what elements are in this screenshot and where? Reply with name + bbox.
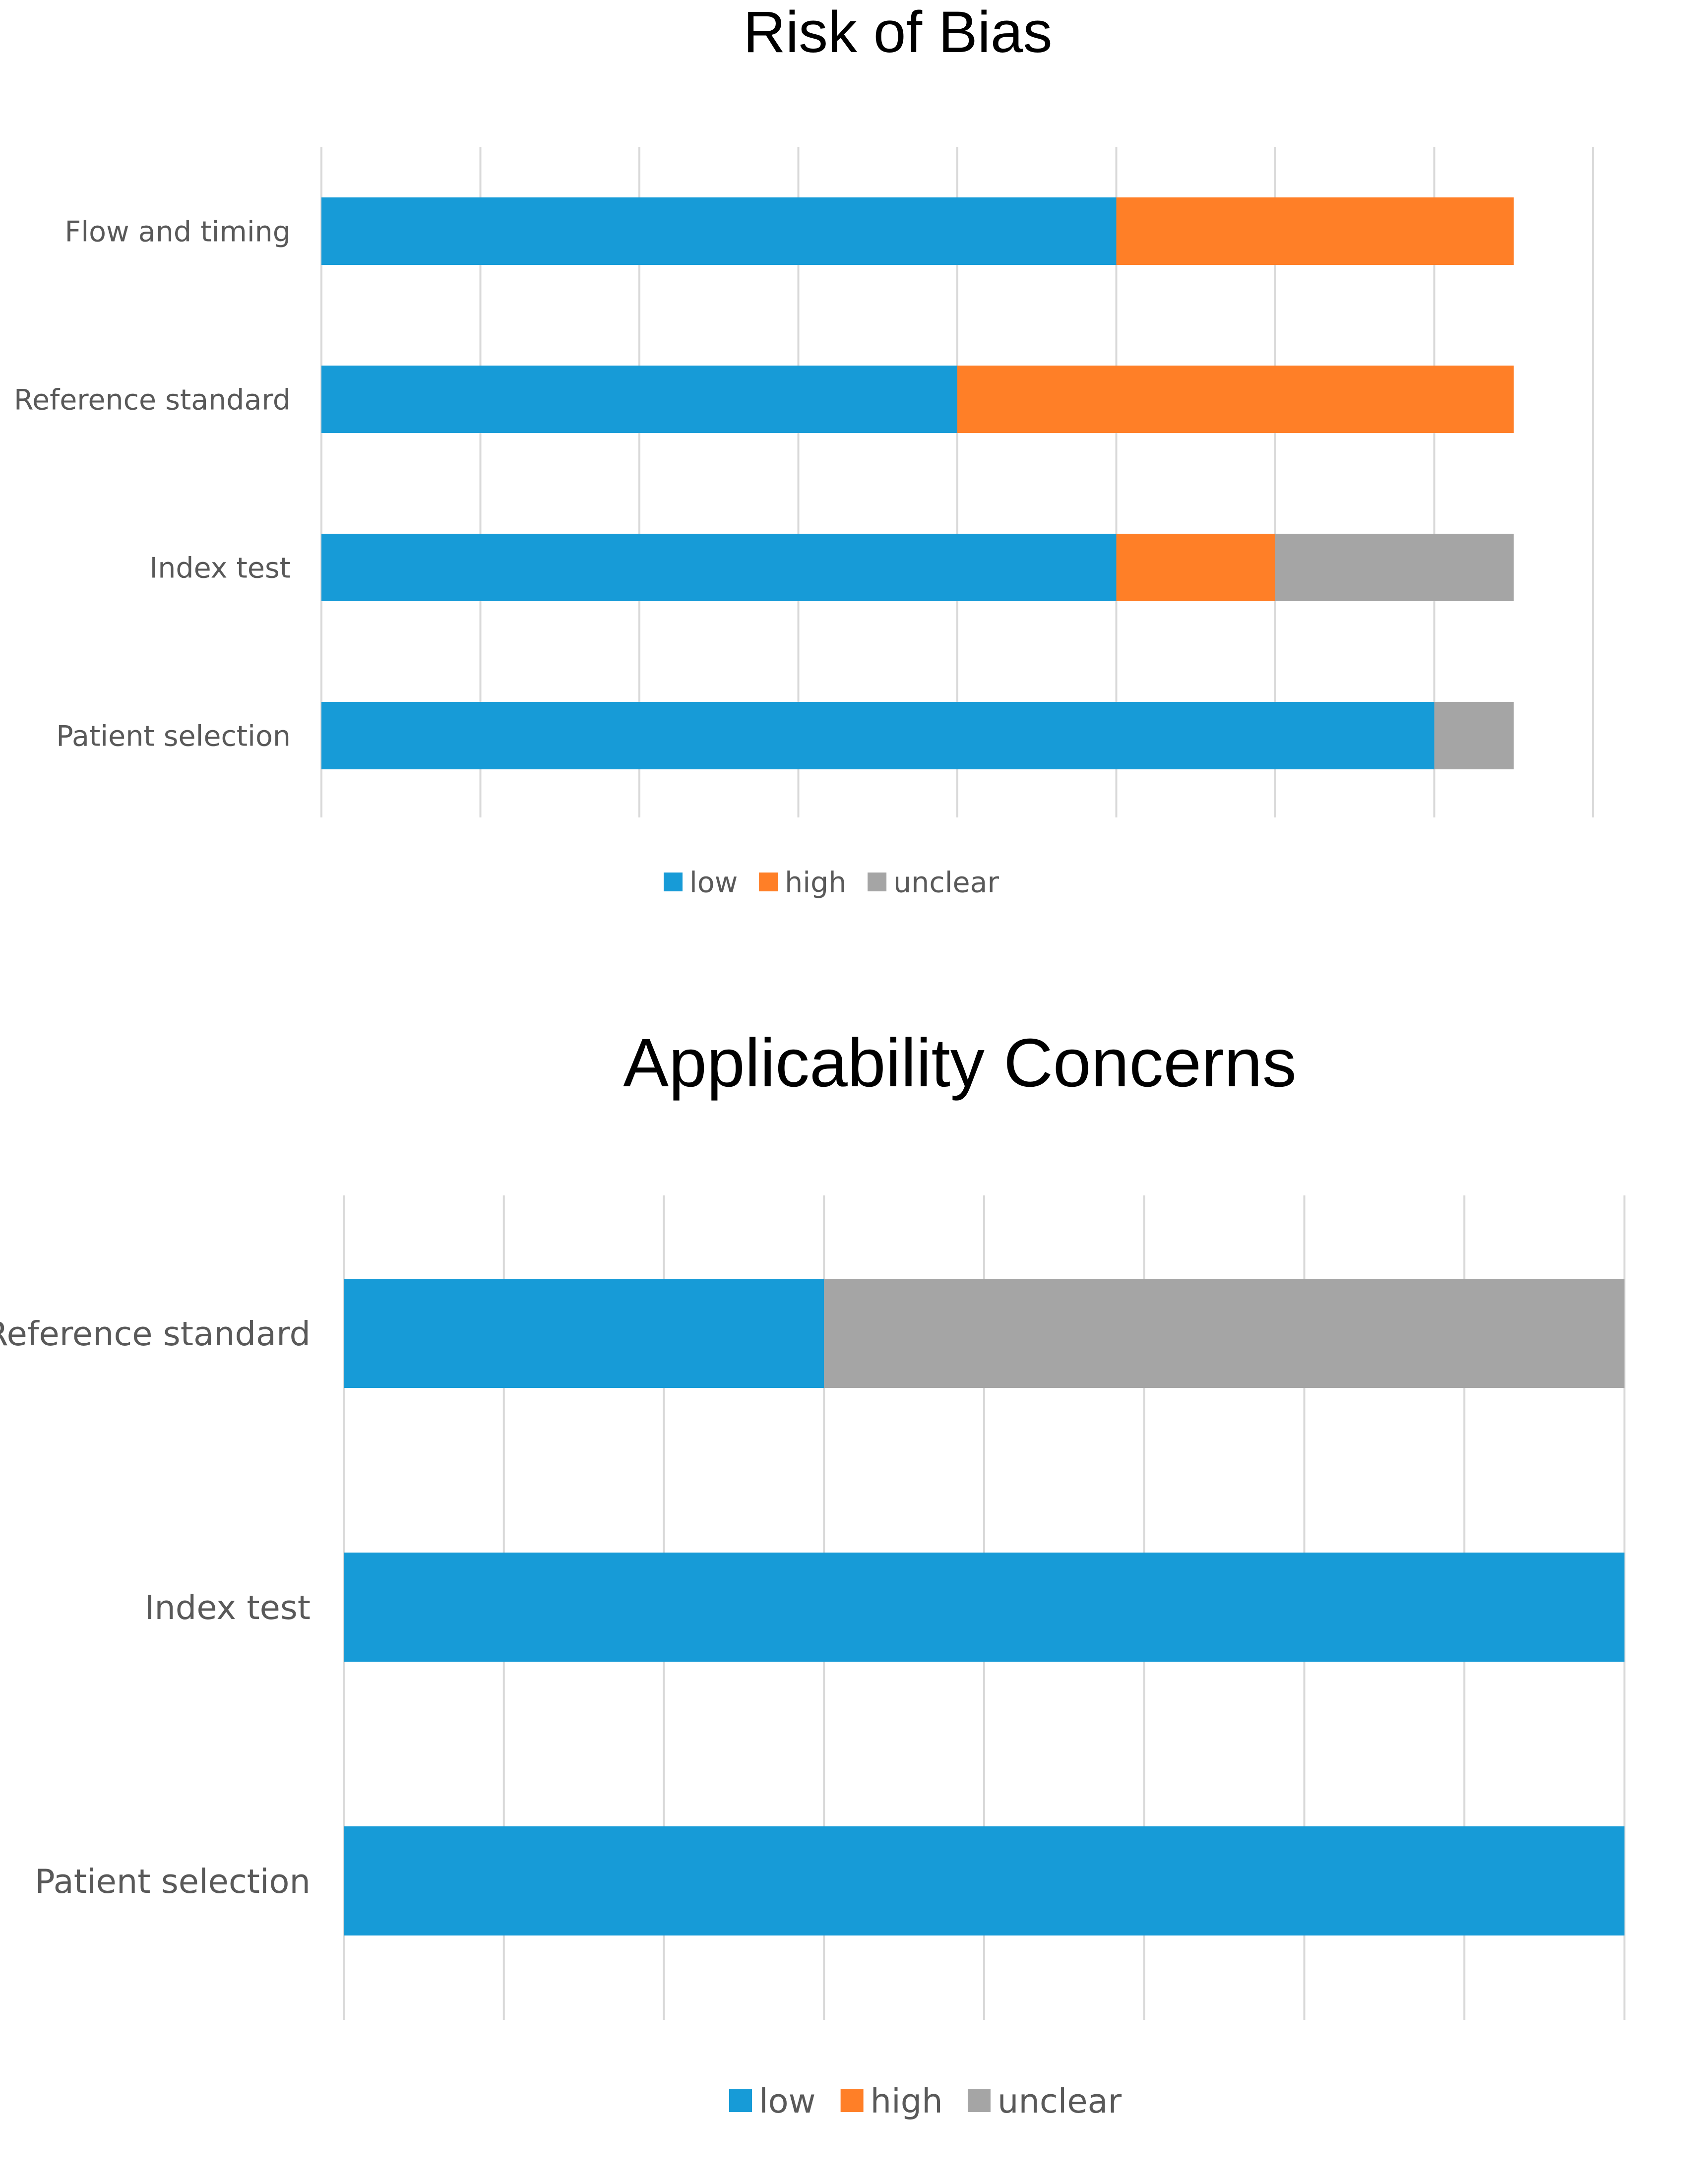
legend-label: unclear: [997, 2082, 1122, 2121]
legend-label: low: [759, 2082, 815, 2121]
bar-unclear: [1434, 702, 1514, 769]
bar-high: [1116, 197, 1514, 265]
category-label: Flow and timing: [65, 216, 291, 249]
category-label: Patient selection: [35, 1862, 311, 1901]
bar-low: [344, 1553, 1624, 1662]
legend: low high unclear: [729, 2082, 1122, 2121]
category-label: Patient selection: [56, 720, 291, 753]
bar-low: [321, 366, 957, 433]
legend-swatch-low: [664, 873, 683, 891]
legend-swatch-low: [729, 2089, 752, 2112]
category-labels: Flow and timing Reference standard Index t…: [14, 216, 291, 753]
bars: [344, 1279, 1624, 1935]
bar-low: [344, 1826, 1624, 1935]
applicability-concerns-chart: Applicability Concerns Reference standar…: [0, 1025, 1625, 2121]
legend: low high unclear: [664, 867, 999, 899]
bar-unclear: [1275, 534, 1514, 601]
chart-title: Risk of Bias: [744, 0, 1053, 65]
legend-label: high: [785, 867, 846, 899]
chart-title: Applicability Concerns: [623, 1025, 1297, 1101]
legend-swatch-unclear: [967, 2089, 991, 2112]
bar-low: [344, 1279, 824, 1388]
legend-label: low: [689, 867, 738, 899]
legend-swatch-high: [840, 2089, 864, 2112]
legend-swatch-high: [759, 873, 778, 891]
bar-low: [321, 702, 1434, 769]
bar-low: [321, 197, 1117, 265]
category-label: Index test: [150, 552, 291, 585]
bar-high: [1116, 534, 1275, 601]
category-label: Reference standard: [0, 1314, 311, 1353]
legend-label: high: [871, 2082, 943, 2121]
category-label: Index test: [145, 1588, 311, 1627]
bar-low: [321, 534, 1117, 601]
category-labels: Reference standard Index test Patient sele…: [0, 1314, 311, 1901]
category-label: Reference standard: [14, 384, 291, 417]
legend-swatch-unclear: [868, 873, 887, 891]
bar-unclear: [824, 1279, 1624, 1388]
risk-of-bias-chart: Risk of Bias Flow and timing Reference st…: [14, 0, 1594, 899]
bar-high: [957, 366, 1514, 433]
bars: [321, 197, 1514, 769]
legend-label: unclear: [893, 867, 999, 899]
